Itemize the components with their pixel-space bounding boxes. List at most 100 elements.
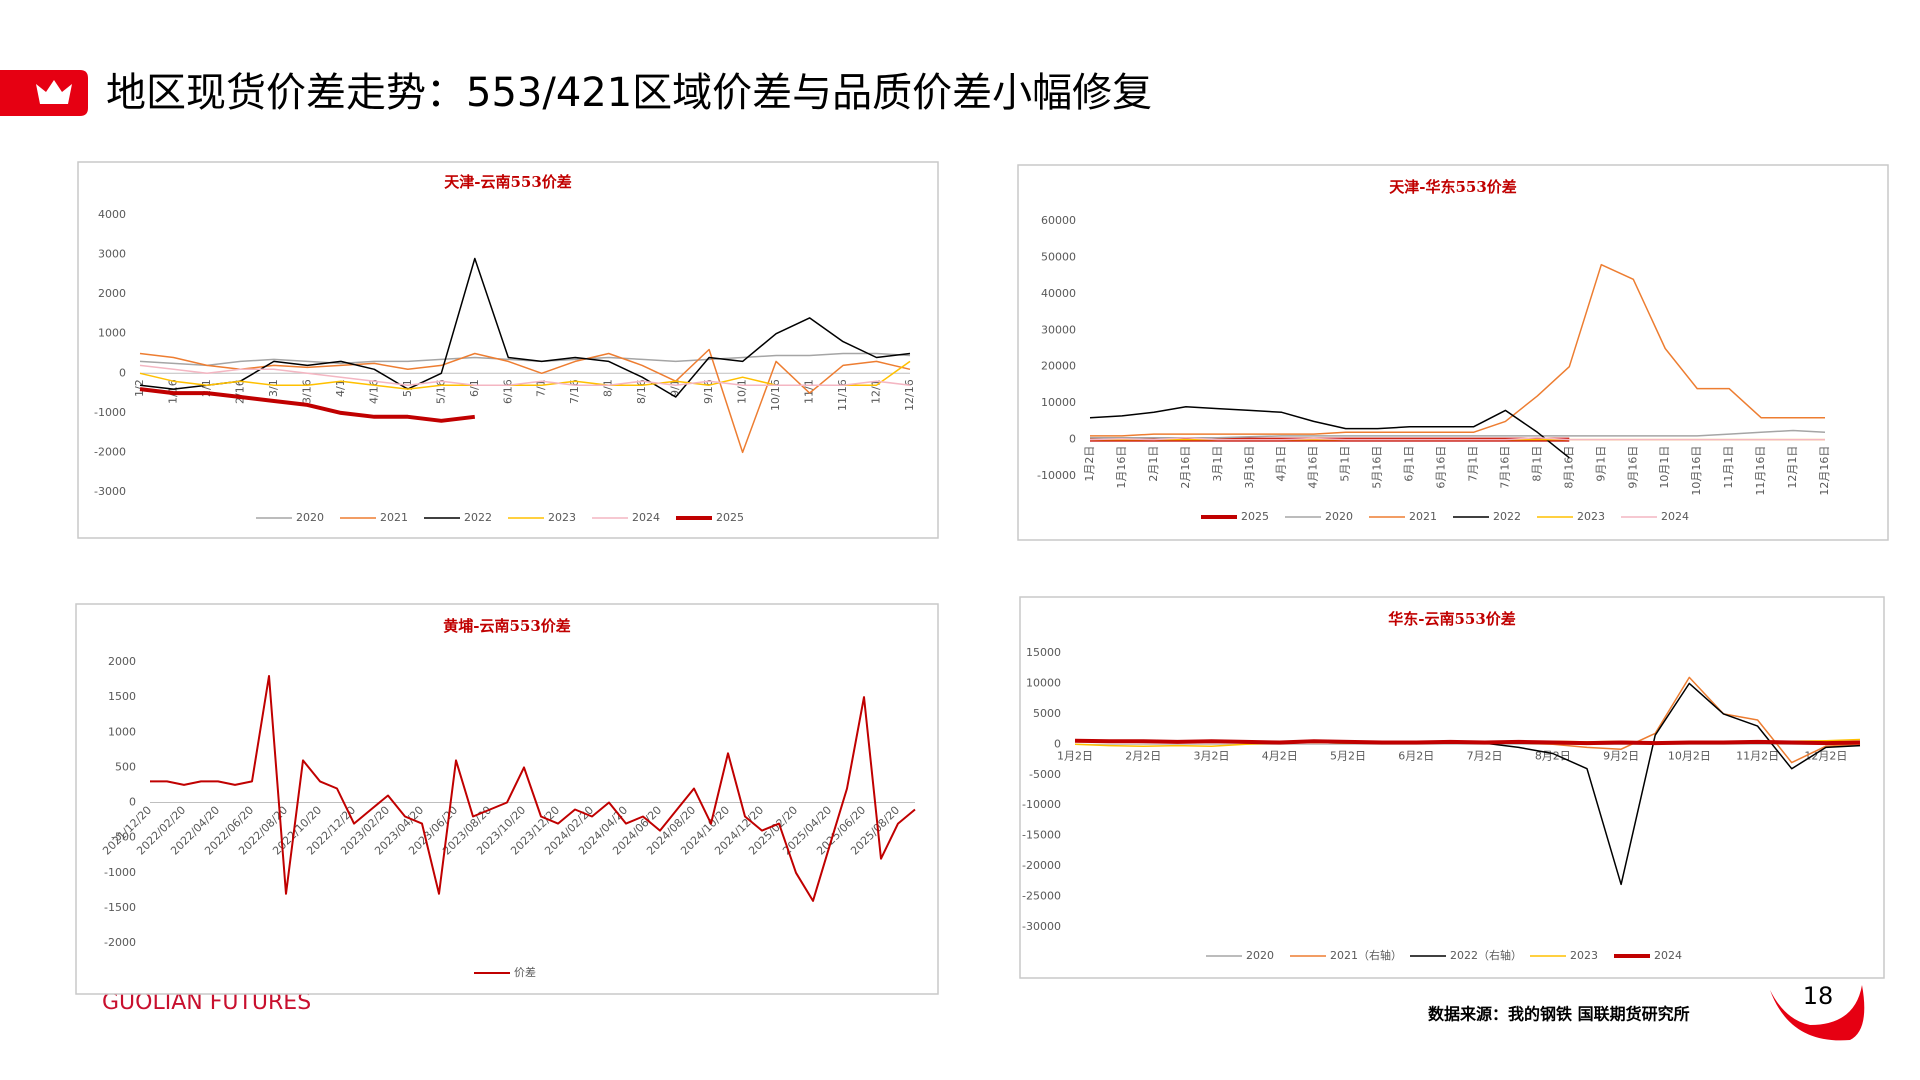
x-tick-label: 5/16 [434,379,447,404]
chart-panel: 黄埔-云南553价差 -2000 -1500 -1000 -500 0 500 1000 150… [75,603,939,995]
x-tick-label: 2/16 [233,379,246,404]
legend-label: 2023 [1570,949,1598,962]
legend-label: 2020 [1246,949,1274,962]
legend-label: 2025 [1241,510,1269,523]
charts: 天津-云南553价差 -3000 -2000 -1000 0 1000 2000 3000 40… [75,161,1889,995]
x-tick-label: 4/16 [367,379,380,404]
x-tick-label: 6月1日 [1403,446,1416,482]
legend-label: 2024 [1661,510,1689,523]
chart-title: 天津-华东553价差 [1389,178,1517,196]
y-tick-label: 10000 [1041,396,1076,409]
x-tick-label: 10月1日 [1658,446,1671,489]
chart-frame [1017,164,1889,541]
x-tick-label: 4月2日 [1262,749,1298,762]
x-tick-label: 9月2日 [1603,749,1639,762]
series-line [139,348,911,454]
legend-label: 2025 [716,511,744,524]
legend-label: 2022（右轴） [1450,948,1522,962]
x-tick-label: 9/1 [669,379,682,397]
chart-title: 黄埔-云南553价差 [443,617,571,635]
x-tick-label: 9月16日 [1626,446,1639,489]
legend-label: 2021 [380,511,408,524]
series-line [139,387,476,423]
x-tick-label: 6/16 [501,379,514,404]
series-line [139,352,911,367]
legend-label: 2021 [1409,510,1437,523]
x-tick-label: 10月16日 [1690,446,1703,496]
y-tick-label: -3000 [94,485,126,498]
x-tick-label: 8月16日 [1562,446,1575,489]
y-tick-label: -1000 [94,406,126,419]
x-tick-label: 5月1日 [1339,446,1352,482]
y-tick-label: 30000 [1041,323,1076,336]
y-tick-label: 20000 [1041,360,1076,373]
y-tick-label: -1000 [104,866,136,879]
x-tick-label: 7/1 [535,379,548,397]
x-tick-label: 11月1日 [1722,446,1735,489]
x-tick-label: 9/16 [702,379,715,404]
x-tick-label: 11月16日 [1754,446,1767,496]
chart-title: 华东-云南553价差 [1388,610,1516,628]
x-tick-label: 12月2日 [1804,749,1847,762]
x-tick-label: 11月2日 [1736,749,1779,762]
y-tick-label: 4000 [98,208,126,221]
legend-label: 2023 [1577,510,1605,523]
y-tick-label: 1000 [98,327,126,340]
x-tick-label: 8/1 [602,379,615,397]
y-tick-label: -5000 [1029,768,1061,781]
legend-label: 2023 [548,511,576,524]
legend-label: 价差 [514,965,536,979]
series-line [139,257,911,398]
series-line [139,364,911,386]
x-tick-label: 12/16 [903,379,916,411]
x-tick-label: 10/16 [769,379,782,411]
chart-title: 天津-云南553价差 [444,173,572,191]
y-tick-label: -15000 [1022,829,1061,842]
x-tick-label: 9月1日 [1594,446,1607,482]
x-tick-label: 12月16日 [1818,446,1831,496]
legend-label: 2021（右轴） [1330,948,1402,962]
x-tick-label: 3月1日 [1211,446,1224,482]
x-tick-label: 6/1 [468,379,481,397]
x-tick-label: 8月1日 [1530,446,1543,482]
y-tick-label: 0 [1054,737,1061,750]
series-line [1090,263,1825,437]
y-tick-label: 15000 [1026,646,1061,659]
y-tick-label: 1000 [108,725,136,738]
y-tick-label: 40000 [1041,287,1076,300]
x-tick-label: 5月2日 [1330,749,1366,762]
x-tick-label: 8/16 [635,379,648,404]
chart-frame [75,603,939,995]
page-number: 18 [1803,982,1834,1010]
y-tick-label: -2000 [104,936,136,949]
y-tick-label: -30000 [1022,920,1061,933]
legend-label: 2020 [296,511,324,524]
x-tick-label: 7月2日 [1467,749,1503,762]
y-tick-label: -25000 [1022,890,1061,903]
y-tick-label: -20000 [1022,859,1061,872]
x-tick-label: 11/16 [836,379,849,411]
y-tick-label: 50000 [1041,250,1076,263]
series-line [150,675,916,902]
x-tick-label: 3/16 [300,379,313,404]
x-tick-label: 6月2日 [1398,749,1434,762]
y-tick-label: 0 [119,366,126,379]
slide-title: 地区现货价差走势：553/421区域价差与品质价差小幅修复 [106,70,1152,116]
x-tick-label: 3月2日 [1194,749,1230,762]
y-tick-label: 0 [129,796,136,809]
x-tick-label: 10月2日 [1668,749,1711,762]
chart-panel: 天津-云南553价差 -3000 -2000 -1000 0 1000 2000 3000 40… [77,161,939,539]
chart-frame [77,161,939,539]
y-tick-label: 2000 [108,655,136,668]
x-tick-label: 7月16日 [1498,446,1511,489]
y-tick-label: -500 [111,831,136,844]
legend-label: 2020 [1325,510,1353,523]
x-tick-label: 3月16日 [1243,446,1256,489]
y-tick-label: 3000 [98,248,126,261]
x-tick-label: 1/2 [133,379,146,397]
chart-panel: 天津-华东553价差 -10000 0 10000 20000 30000 40000 500… [1017,164,1889,541]
y-tick-label: 500 [115,760,136,773]
x-tick-label: 2月1日 [1147,446,1160,482]
series-line [1089,406,1570,459]
